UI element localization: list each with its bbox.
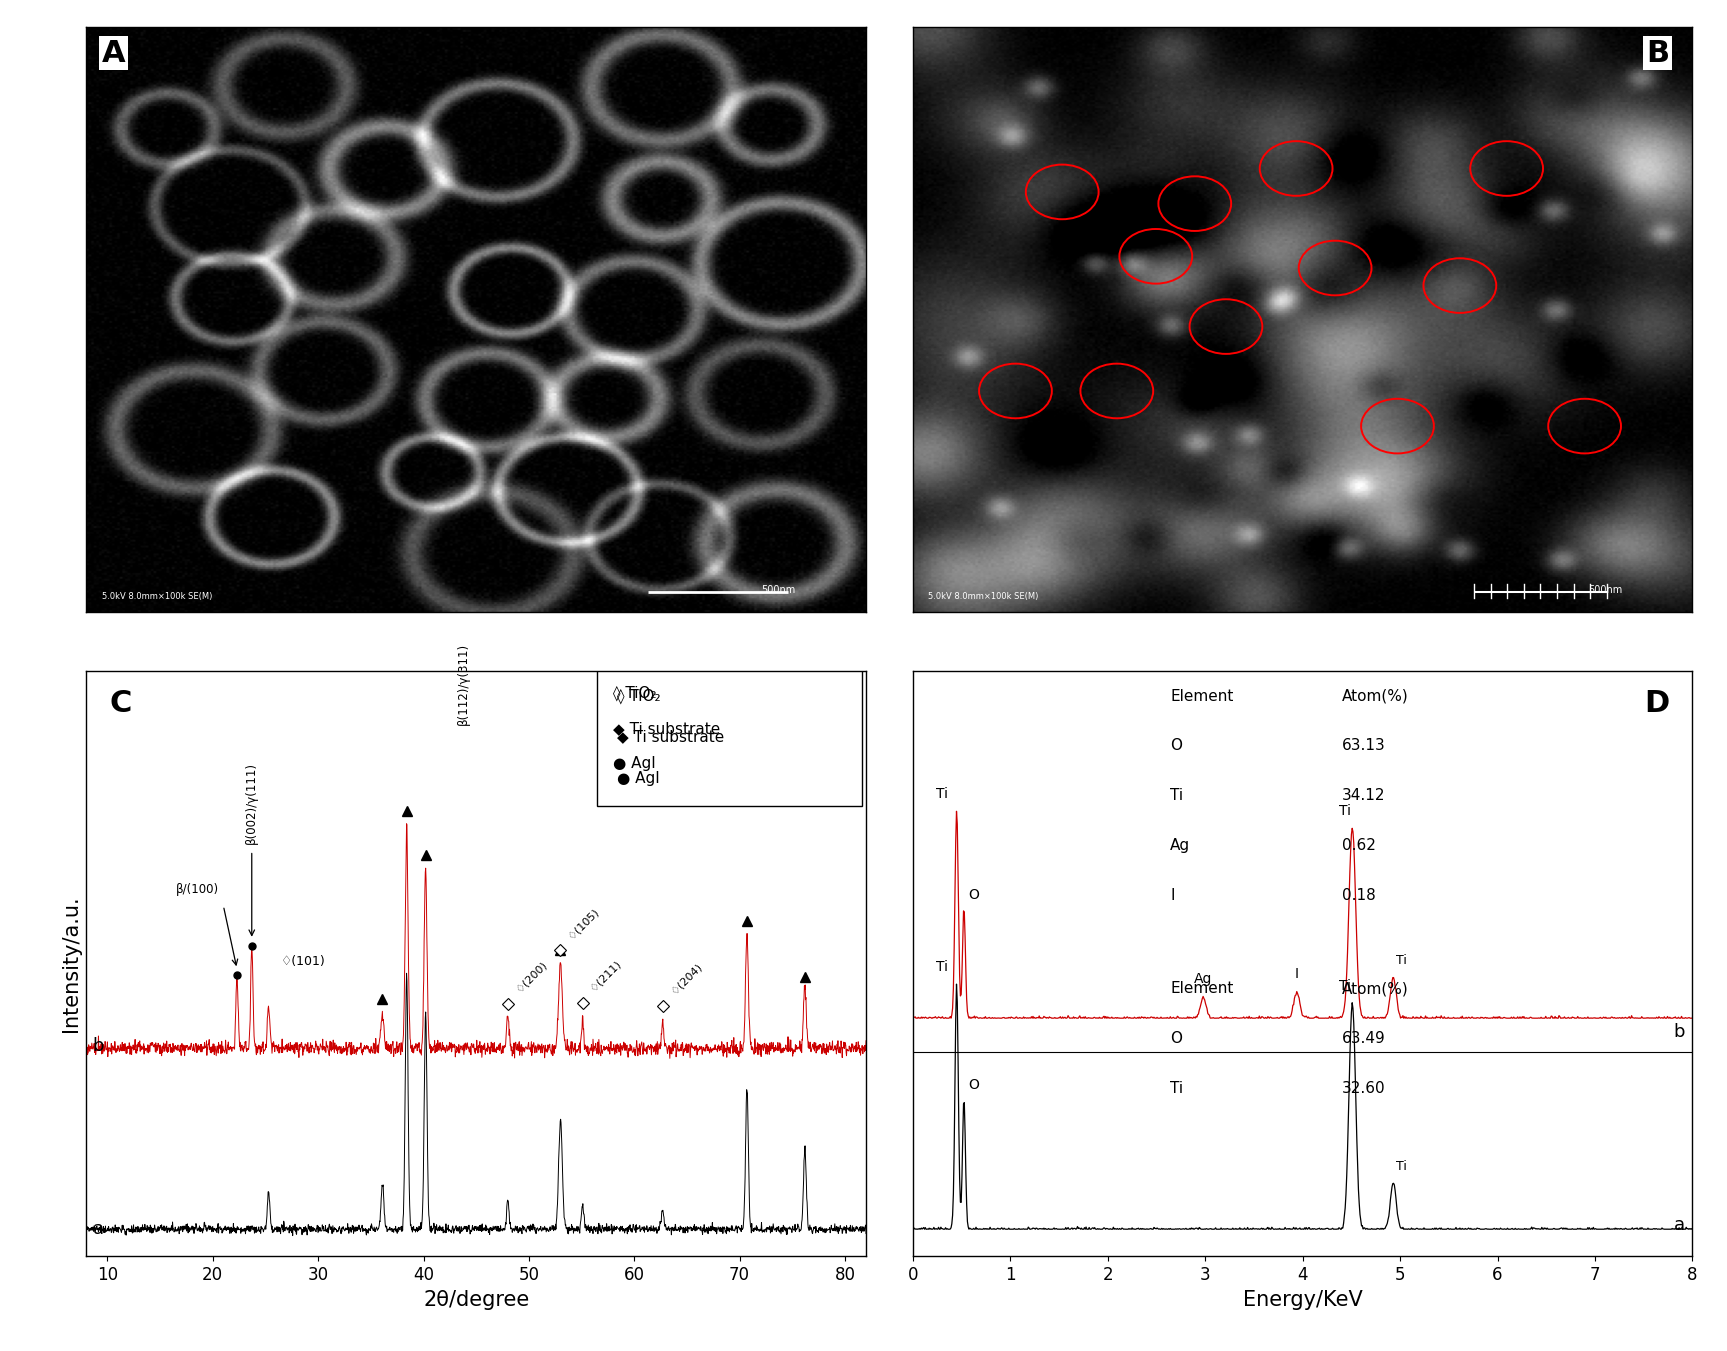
Text: D: D: [1644, 689, 1668, 717]
Text: b: b: [93, 1038, 104, 1055]
Text: ♢(204): ♢(204): [668, 962, 703, 997]
Text: 0.62: 0.62: [1342, 838, 1375, 852]
Text: ● AgI: ● AgI: [613, 755, 655, 771]
Text: O: O: [969, 888, 979, 902]
Text: Ti: Ti: [1395, 1161, 1406, 1173]
Text: ♢(101): ♢(101): [282, 955, 326, 967]
Text: 500nm: 500nm: [1589, 585, 1622, 594]
Text: Element: Element: [1171, 689, 1233, 704]
Text: I: I: [1171, 888, 1174, 902]
Text: 32.60: 32.60: [1342, 1081, 1385, 1096]
X-axis label: Energy/KeV: Energy/KeV: [1243, 1290, 1363, 1309]
Text: B: B: [1646, 39, 1668, 68]
Text: ♢(211): ♢(211): [587, 958, 623, 993]
Text: ● AgI: ● AgI: [617, 770, 660, 785]
Text: A: A: [102, 39, 126, 68]
Text: Atom(%): Atom(%): [1342, 689, 1408, 704]
Text: ◆ Ti substrate: ◆ Ti substrate: [613, 721, 720, 736]
Text: ◊ TiO₂: ◊ TiO₂: [613, 685, 656, 701]
Y-axis label: Intensity/a.u.: Intensity/a.u.: [60, 896, 81, 1032]
Text: Ti: Ti: [1338, 978, 1351, 993]
Text: I: I: [1295, 967, 1299, 981]
Text: b: b: [1673, 1023, 1684, 1040]
Text: O: O: [1171, 1031, 1181, 1046]
Text: Ag: Ag: [1193, 973, 1212, 986]
Text: Ti: Ti: [1395, 954, 1406, 967]
Text: C: C: [111, 689, 131, 717]
Text: ◊ TiO₂: ◊ TiO₂: [617, 689, 660, 704]
Text: β(112)/γ(311): β(112)/γ(311): [458, 643, 470, 725]
Text: 63.49: 63.49: [1342, 1031, 1385, 1046]
Text: Ti: Ti: [1171, 1081, 1183, 1096]
Text: Atom(%): Atom(%): [1342, 981, 1408, 996]
X-axis label: 2θ/degree: 2θ/degree: [423, 1290, 528, 1309]
Text: Ag: Ag: [1171, 838, 1190, 852]
Text: a: a: [1673, 1216, 1684, 1233]
Text: Ti: Ti: [936, 788, 948, 801]
Text: O: O: [969, 1078, 979, 1093]
Text: Ti: Ti: [1338, 804, 1351, 819]
Text: O: O: [1171, 738, 1181, 754]
FancyBboxPatch shape: [598, 665, 862, 805]
Text: Element: Element: [1171, 981, 1233, 996]
Text: ♢(200): ♢(200): [513, 959, 549, 994]
Text: 63.13: 63.13: [1342, 738, 1385, 754]
Text: 34.12: 34.12: [1342, 788, 1385, 802]
Text: a: a: [93, 1220, 104, 1239]
Text: Ti: Ti: [1171, 788, 1183, 802]
Text: ◆ Ti substrate: ◆ Ti substrate: [617, 730, 724, 744]
Text: 500nm: 500nm: [762, 585, 796, 594]
Text: β/(100): β/(100): [176, 884, 219, 896]
Text: ♢(105): ♢(105): [566, 905, 601, 940]
Text: 5.0kV 8.0mm×100k SE(M): 5.0kV 8.0mm×100k SE(M): [929, 592, 1038, 601]
Text: 5.0kV 8.0mm×100k SE(M): 5.0kV 8.0mm×100k SE(M): [102, 592, 212, 601]
Text: 0.18: 0.18: [1342, 888, 1375, 902]
Text: β(002)/γ(111): β(002)/γ(111): [245, 762, 259, 844]
Text: Ti: Ti: [936, 961, 948, 974]
